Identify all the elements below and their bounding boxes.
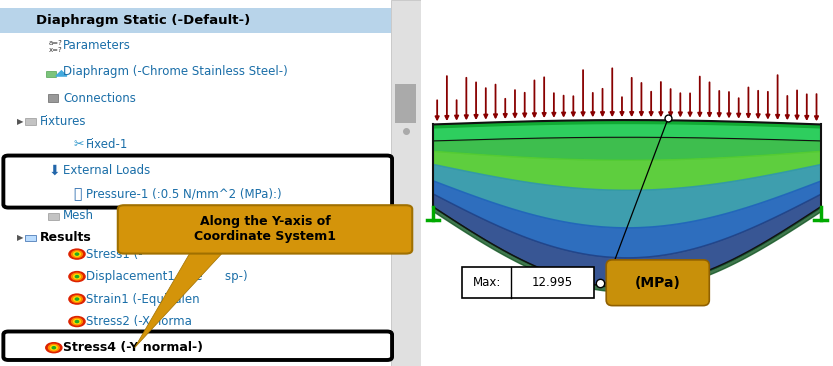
- Text: (MPa): (MPa): [635, 276, 681, 290]
- Text: x=?: x=?: [48, 47, 62, 53]
- Text: Max:: Max:: [472, 276, 501, 289]
- Text: Fixed-1: Fixed-1: [87, 138, 128, 151]
- Circle shape: [69, 249, 85, 259]
- Text: Parameters: Parameters: [63, 39, 131, 52]
- Text: ✂: ✂: [73, 138, 84, 151]
- Polygon shape: [135, 250, 226, 348]
- Text: ⬇: ⬇: [48, 164, 60, 178]
- Text: Mesh: Mesh: [63, 209, 94, 222]
- Circle shape: [48, 344, 59, 351]
- Bar: [48, 213, 59, 220]
- FancyBboxPatch shape: [117, 205, 412, 254]
- Text: Stress1 (-: Stress1 (-: [87, 248, 143, 261]
- Bar: [25, 119, 36, 125]
- Polygon shape: [56, 71, 67, 76]
- Circle shape: [73, 274, 80, 279]
- Circle shape: [75, 276, 78, 278]
- Circle shape: [51, 346, 57, 350]
- Bar: [392, 0, 421, 366]
- Text: a=?: a=?: [48, 40, 62, 46]
- Circle shape: [72, 296, 82, 302]
- Bar: [396, 84, 416, 123]
- Text: Diaphragm Static (-Default-): Diaphragm Static (-Default-): [36, 14, 250, 27]
- Circle shape: [75, 298, 78, 300]
- Circle shape: [75, 321, 78, 322]
- Text: 12.995: 12.995: [532, 276, 573, 289]
- FancyBboxPatch shape: [606, 260, 709, 306]
- Circle shape: [72, 318, 82, 325]
- Text: ▶: ▶: [17, 116, 23, 126]
- Bar: [47, 71, 56, 76]
- Text: Diaphragm (-Chrome Stainless Steel-): Diaphragm (-Chrome Stainless Steel-): [63, 66, 288, 78]
- Circle shape: [73, 320, 80, 324]
- Circle shape: [69, 272, 85, 281]
- Bar: [25, 235, 36, 241]
- Text: Fixtures: Fixtures: [40, 115, 87, 127]
- Text: Stress2 (-X norma: Stress2 (-X norma: [87, 315, 192, 328]
- Text: External Loads: External Loads: [63, 164, 150, 177]
- Circle shape: [73, 297, 80, 301]
- Text: ⫶: ⫶: [73, 187, 82, 201]
- Bar: [48, 94, 57, 102]
- Text: Strain1 (-Equivalen: Strain1 (-Equivalen: [87, 292, 200, 306]
- Bar: [461, 267, 594, 298]
- Bar: [0, 8, 392, 33]
- Text: ▶: ▶: [17, 233, 23, 242]
- Circle shape: [69, 317, 85, 326]
- Text: Connections: Connections: [63, 92, 136, 105]
- Circle shape: [73, 252, 80, 256]
- Text: Along the Y-axis of
Coordinate System1: Along the Y-axis of Coordinate System1: [194, 216, 336, 243]
- Text: Displacement1 (-Re      sp-): Displacement1 (-Re sp-): [87, 270, 248, 283]
- Text: Pressure-1 (:0.5 N/mm^2 (MPa):): Pressure-1 (:0.5 N/mm^2 (MPa):): [87, 187, 282, 201]
- Circle shape: [52, 347, 56, 349]
- Text: Stress4 (-Y normal-): Stress4 (-Y normal-): [63, 341, 203, 354]
- Circle shape: [72, 251, 82, 257]
- Circle shape: [72, 273, 82, 280]
- Text: Results: Results: [40, 231, 92, 244]
- Circle shape: [75, 253, 78, 255]
- Circle shape: [69, 294, 85, 304]
- Circle shape: [46, 343, 62, 353]
